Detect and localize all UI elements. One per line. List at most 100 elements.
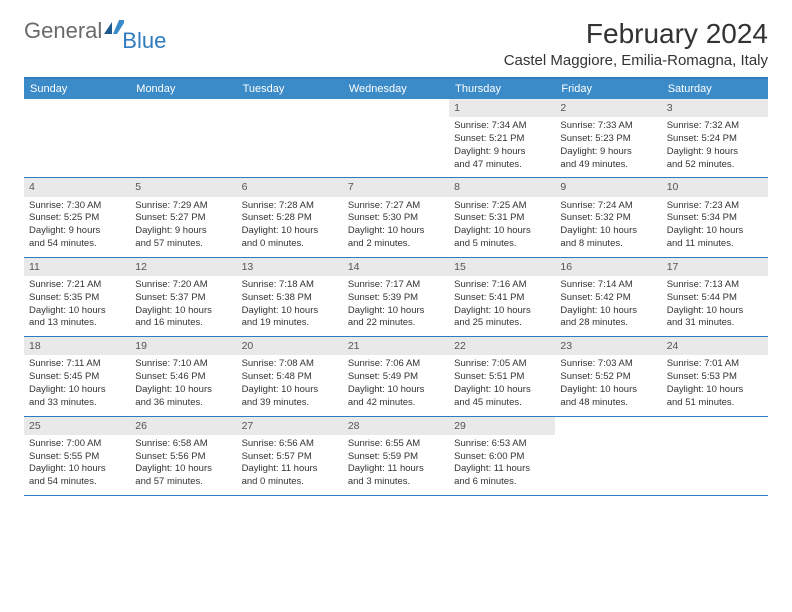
day1-text: Daylight: 11 hours	[348, 463, 444, 476]
sunset-text: Sunset: 5:51 PM	[454, 371, 550, 384]
day2-text: and 28 minutes.	[560, 317, 656, 330]
sunrise-text: Sunrise: 7:33 AM	[560, 120, 656, 133]
day-cell	[343, 99, 449, 177]
sunset-text: Sunset: 5:35 PM	[29, 292, 125, 305]
day-number: 3	[662, 99, 768, 117]
day1-text: Daylight: 10 hours	[454, 384, 550, 397]
sunset-text: Sunset: 5:30 PM	[348, 212, 444, 225]
day1-text: Daylight: 10 hours	[135, 305, 231, 318]
day-cell: 12Sunrise: 7:20 AMSunset: 5:37 PMDayligh…	[130, 258, 236, 336]
sunset-text: Sunset: 5:44 PM	[667, 292, 763, 305]
day1-text: Daylight: 10 hours	[454, 225, 550, 238]
sunset-text: Sunset: 5:42 PM	[560, 292, 656, 305]
day2-text: and 6 minutes.	[454, 476, 550, 489]
day1-text: Daylight: 10 hours	[242, 225, 338, 238]
day-number: 14	[343, 258, 449, 276]
day2-text: and 0 minutes.	[242, 476, 338, 489]
day-number: 19	[130, 337, 236, 355]
day-number: 29	[449, 417, 555, 435]
sunset-text: Sunset: 5:25 PM	[29, 212, 125, 225]
day-cell: 24Sunrise: 7:01 AMSunset: 5:53 PMDayligh…	[662, 337, 768, 415]
dow-tuesday: Tuesday	[237, 79, 343, 99]
day1-text: Daylight: 10 hours	[454, 305, 550, 318]
day-cell	[24, 99, 130, 177]
day-number: 2	[555, 99, 661, 117]
sunset-text: Sunset: 5:24 PM	[667, 133, 763, 146]
day2-text: and 49 minutes.	[560, 159, 656, 172]
sunrise-text: Sunrise: 7:30 AM	[29, 200, 125, 213]
day-number: 6	[237, 178, 343, 196]
day2-text: and 33 minutes.	[29, 397, 125, 410]
day1-text: Daylight: 11 hours	[242, 463, 338, 476]
day-number: 11	[24, 258, 130, 276]
day2-text: and 54 minutes.	[29, 476, 125, 489]
header: General Blue February 2024 Castel Maggio…	[24, 18, 768, 69]
day1-text: Daylight: 10 hours	[242, 305, 338, 318]
sunrise-text: Sunrise: 7:14 AM	[560, 279, 656, 292]
day-number: 16	[555, 258, 661, 276]
sunset-text: Sunset: 5:46 PM	[135, 371, 231, 384]
day-number: 21	[343, 337, 449, 355]
day1-text: Daylight: 10 hours	[348, 384, 444, 397]
day-cell: 29Sunrise: 6:53 AMSunset: 6:00 PMDayligh…	[449, 417, 555, 495]
day-cell: 2Sunrise: 7:33 AMSunset: 5:23 PMDaylight…	[555, 99, 661, 177]
calendar: Sunday Monday Tuesday Wednesday Thursday…	[24, 77, 768, 496]
week-row: 18Sunrise: 7:11 AMSunset: 5:45 PMDayligh…	[24, 337, 768, 416]
weeks-container: 1Sunrise: 7:34 AMSunset: 5:21 PMDaylight…	[24, 99, 768, 496]
day-cell: 15Sunrise: 7:16 AMSunset: 5:41 PMDayligh…	[449, 258, 555, 336]
dow-friday: Friday	[555, 79, 661, 99]
day-cell: 14Sunrise: 7:17 AMSunset: 5:39 PMDayligh…	[343, 258, 449, 336]
sunrise-text: Sunrise: 7:16 AM	[454, 279, 550, 292]
day-cell: 10Sunrise: 7:23 AMSunset: 5:34 PMDayligh…	[662, 178, 768, 256]
day2-text: and 5 minutes.	[454, 238, 550, 251]
logo-text-general: General	[24, 18, 102, 44]
day-cell: 27Sunrise: 6:56 AMSunset: 5:57 PMDayligh…	[237, 417, 343, 495]
sunrise-text: Sunrise: 7:01 AM	[667, 358, 763, 371]
sunrise-text: Sunrise: 7:08 AM	[242, 358, 338, 371]
day1-text: Daylight: 10 hours	[135, 384, 231, 397]
sunset-text: Sunset: 5:56 PM	[135, 451, 231, 464]
sunset-text: Sunset: 5:45 PM	[29, 371, 125, 384]
sunrise-text: Sunrise: 7:18 AM	[242, 279, 338, 292]
day2-text: and 25 minutes.	[454, 317, 550, 330]
day-number: 24	[662, 337, 768, 355]
day-number: 12	[130, 258, 236, 276]
day1-text: Daylight: 10 hours	[560, 305, 656, 318]
dow-monday: Monday	[130, 79, 236, 99]
sunrise-text: Sunrise: 7:24 AM	[560, 200, 656, 213]
sunrise-text: Sunrise: 7:00 AM	[29, 438, 125, 451]
day2-text: and 57 minutes.	[135, 238, 231, 251]
sunrise-text: Sunrise: 7:06 AM	[348, 358, 444, 371]
day2-text: and 57 minutes.	[135, 476, 231, 489]
sunset-text: Sunset: 5:27 PM	[135, 212, 231, 225]
day-number: 25	[24, 417, 130, 435]
day-cell: 20Sunrise: 7:08 AMSunset: 5:48 PMDayligh…	[237, 337, 343, 415]
sunset-text: Sunset: 5:52 PM	[560, 371, 656, 384]
day2-text: and 2 minutes.	[348, 238, 444, 251]
day-number: 15	[449, 258, 555, 276]
day1-text: Daylight: 10 hours	[29, 463, 125, 476]
day-number: 23	[555, 337, 661, 355]
day1-text: Daylight: 10 hours	[135, 463, 231, 476]
sunset-text: Sunset: 5:59 PM	[348, 451, 444, 464]
day2-text: and 3 minutes.	[348, 476, 444, 489]
sunset-text: Sunset: 5:48 PM	[242, 371, 338, 384]
day-cell: 25Sunrise: 7:00 AMSunset: 5:55 PMDayligh…	[24, 417, 130, 495]
title-block: February 2024 Castel Maggiore, Emilia-Ro…	[504, 18, 768, 69]
day-cell: 3Sunrise: 7:32 AMSunset: 5:24 PMDaylight…	[662, 99, 768, 177]
logo-text-blue: Blue	[122, 28, 166, 54]
day1-text: Daylight: 9 hours	[135, 225, 231, 238]
day1-text: Daylight: 9 hours	[454, 146, 550, 159]
day1-text: Daylight: 9 hours	[667, 146, 763, 159]
day-cell: 18Sunrise: 7:11 AMSunset: 5:45 PMDayligh…	[24, 337, 130, 415]
day2-text: and 52 minutes.	[667, 159, 763, 172]
day1-text: Daylight: 10 hours	[667, 305, 763, 318]
day-cell: 8Sunrise: 7:25 AMSunset: 5:31 PMDaylight…	[449, 178, 555, 256]
sunset-text: Sunset: 5:31 PM	[454, 212, 550, 225]
sunrise-text: Sunrise: 7:21 AM	[29, 279, 125, 292]
day2-text: and 36 minutes.	[135, 397, 231, 410]
sunrise-text: Sunrise: 7:05 AM	[454, 358, 550, 371]
day1-text: Daylight: 11 hours	[454, 463, 550, 476]
day2-text: and 8 minutes.	[560, 238, 656, 251]
day-number: 1	[449, 99, 555, 117]
